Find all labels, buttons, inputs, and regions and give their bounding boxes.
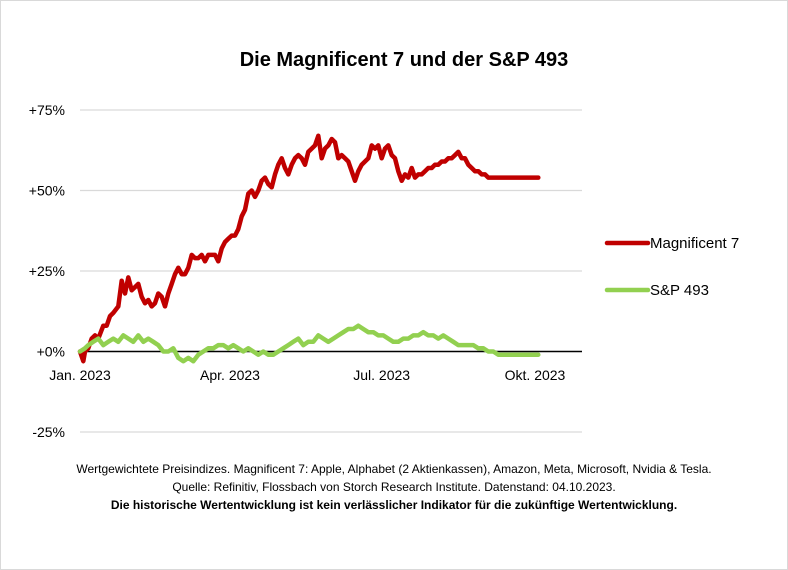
y-tick-label: +0% [37,344,65,360]
series-lines [77,133,541,364]
y-tick-label: +50% [29,183,65,199]
x-tick-label: Jul. 2023 [353,367,410,383]
series-line-magnificent-7 [77,133,541,364]
x-tick-label: Apr. 2023 [200,367,260,383]
y-tick-label: +25% [29,263,65,279]
note-description: Wertgewichtete Preisindizes. Magnificent… [76,462,712,476]
y-tick-label: +75% [29,102,65,118]
series-line-sp-493 [77,323,541,364]
x-tick-label: Jan. 2023 [49,367,111,383]
chart-title: Die Magnificent 7 und der S&P 493 [239,49,569,71]
legend-label: Magnificent 7 [650,235,739,252]
y-tick-label: -25% [32,424,65,440]
note-source: Quelle: Refinitiv, Flossbach von Storch … [172,480,616,494]
legend-label: S&P 493 [650,282,709,299]
note-disclaimer: Die historische Wertentwicklung ist kein… [110,498,678,512]
source-notes: Wertgewichtete Preisindizes. Magnificent… [0,460,788,514]
x-axis-ticks: Jan. 2023 Apr. 2023 Jul. 2023 Okt. 2023 [49,367,565,383]
legend: Magnificent 7 S&P 493 [604,235,739,299]
gridlines [80,109,582,433]
y-axis-ticks: +75% +50% +25% +0% -25% [29,102,65,440]
x-tick-label: Okt. 2023 [505,367,566,383]
